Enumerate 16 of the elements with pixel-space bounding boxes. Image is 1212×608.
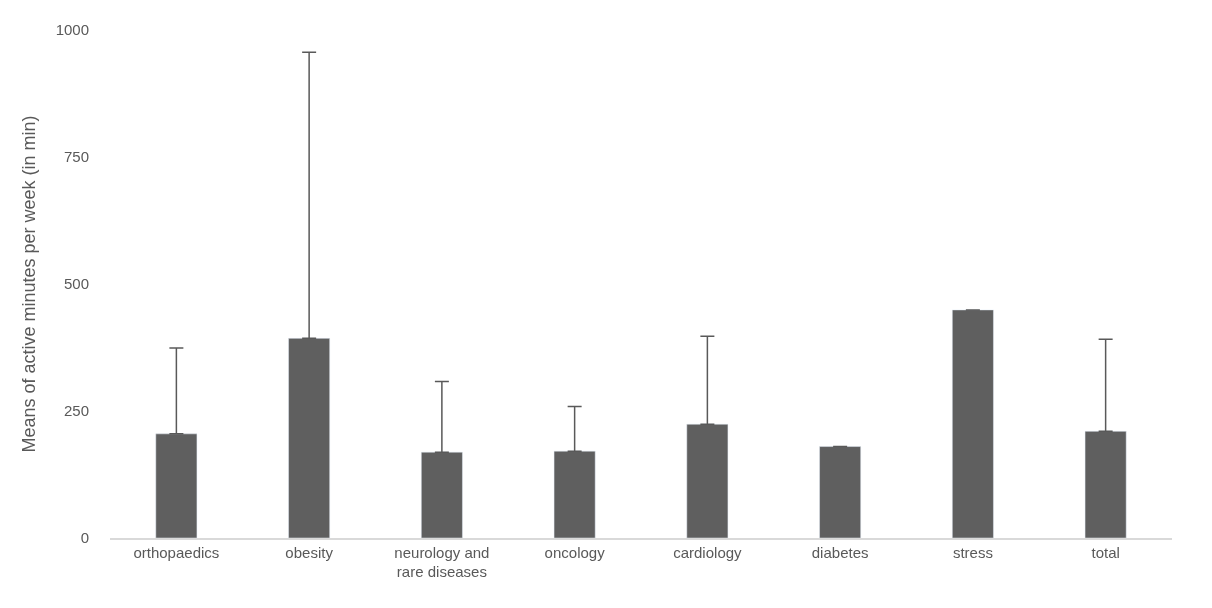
y-tick-label: 750: [63, 148, 89, 166]
x-tick-label: cardiology: [673, 543, 743, 561]
bar: [819, 446, 861, 538]
x-tick-label: neurology and rare diseases: [394, 543, 490, 581]
x-tick-label: orthopaedics: [133, 543, 220, 561]
y-tick-label: 250: [63, 402, 89, 420]
bar: [952, 309, 994, 538]
x-tick-label: total: [1091, 543, 1120, 561]
y-tick-label: 1000: [55, 21, 89, 39]
x-tick-label: diabetes: [811, 543, 869, 561]
x-tick-label: stress: [952, 543, 993, 561]
x-tick-label: oncology: [544, 543, 606, 561]
y-tick-label: 500: [63, 275, 89, 293]
y-tick-label: 0: [80, 529, 89, 547]
x-tick-label: obesity: [285, 543, 334, 561]
y-axis-title: Means of active minutes per week (in min): [18, 115, 39, 453]
